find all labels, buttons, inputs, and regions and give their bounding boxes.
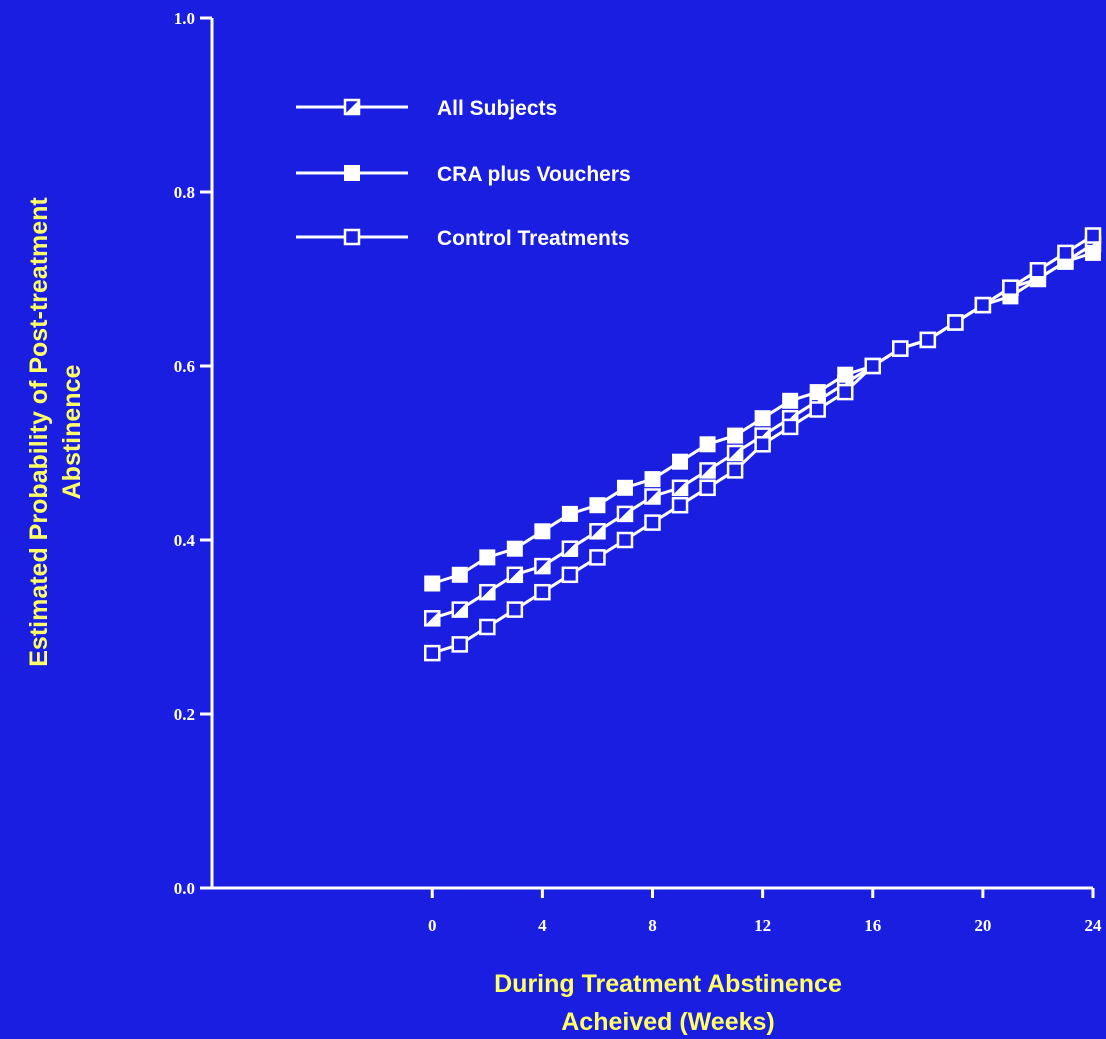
x-tick-label: 16 <box>864 916 881 935</box>
data-point <box>672 453 689 470</box>
data-point <box>837 366 854 383</box>
y-axis-title-line-1: Estimated Probability of Post-treatment <box>25 197 53 667</box>
data-point <box>451 566 468 583</box>
x-axis-title-line-2: Acheived (Weeks) <box>561 1008 775 1036</box>
data-point <box>1084 227 1102 244</box>
legend-marker <box>343 228 361 246</box>
x-axis-ticks: 0 4 8 12 16 20 24 <box>428 888 1102 935</box>
data-point <box>424 610 441 627</box>
data-point <box>726 444 744 462</box>
data-point <box>809 401 826 418</box>
y-axis-ticks: 0.0 0.2 0.4 0.6 0.8 1.0 <box>174 9 212 898</box>
data-point <box>726 462 744 479</box>
data-point <box>589 549 606 566</box>
data-point <box>727 427 744 444</box>
axes <box>210 18 1093 890</box>
legend-item: Control Treatments <box>296 227 630 250</box>
data-point <box>836 383 854 401</box>
x-tick-label: 8 <box>648 916 657 935</box>
data-point <box>919 331 937 349</box>
y-tick-label: 0.4 <box>174 531 196 550</box>
data-point <box>809 384 826 401</box>
legend: All Subjects CRA plus Vouchers Control Tre… <box>296 97 631 250</box>
data-point <box>754 436 771 453</box>
data-point <box>781 418 799 436</box>
y-tick-label: 0.8 <box>174 183 195 202</box>
x-tick-label: 0 <box>428 916 437 935</box>
data-point <box>947 314 964 331</box>
y-tick-label: 1.0 <box>174 9 195 28</box>
y-tick-label: 0.6 <box>174 357 195 376</box>
data-point <box>1002 279 1019 296</box>
legend-label: All Subjects <box>437 97 557 120</box>
series-group <box>424 227 1102 662</box>
data-point <box>424 644 441 662</box>
data-point <box>892 340 909 357</box>
data-point <box>644 488 661 505</box>
data-point <box>451 601 469 618</box>
data-point <box>534 523 551 540</box>
data-point <box>451 636 469 653</box>
legend-item: All Subjects <box>296 97 557 120</box>
data-point <box>616 479 633 496</box>
data-point <box>479 549 496 566</box>
data-point <box>699 436 716 453</box>
data-point <box>506 601 524 618</box>
legend-marker <box>343 98 361 116</box>
data-point <box>974 296 992 314</box>
data-point <box>424 575 441 592</box>
x-tick-label: 12 <box>754 916 771 935</box>
y-tick-label: 0.2 <box>174 705 195 724</box>
x-axis-title-line-1: During Treatment Abstinence <box>494 970 842 998</box>
data-point <box>534 583 551 601</box>
data-point <box>1085 244 1101 261</box>
data-point <box>506 540 523 557</box>
legend-label: Control Treatments <box>437 227 630 250</box>
data-point <box>561 540 579 557</box>
data-point <box>589 497 606 514</box>
data-point <box>561 505 578 522</box>
data-point <box>506 566 524 584</box>
data-point <box>644 471 661 488</box>
data-point <box>616 505 634 523</box>
legend-label: CRA plus Vouchers <box>437 163 631 186</box>
data-point <box>616 531 634 549</box>
data-point <box>699 462 716 479</box>
x-tick-label: 4 <box>538 916 547 935</box>
data-point <box>479 618 496 636</box>
y-tick-label: 0.0 <box>174 879 195 898</box>
data-point <box>1057 244 1074 262</box>
data-point <box>589 523 606 540</box>
x-tick-label: 20 <box>974 916 991 935</box>
data-point <box>699 479 716 497</box>
data-point <box>479 583 496 601</box>
data-point <box>1029 262 1047 279</box>
legend-item: CRA plus Vouchers <box>296 163 631 186</box>
legend-marker <box>344 165 360 181</box>
data-point <box>671 479 689 497</box>
data-point <box>754 410 771 427</box>
x-tick-label: 24 <box>1085 916 1103 935</box>
data-point <box>644 514 661 531</box>
data-point <box>864 357 881 375</box>
data-point <box>561 566 579 584</box>
data-point <box>782 392 799 409</box>
data-point <box>671 496 689 514</box>
data-point <box>534 557 551 575</box>
y-axis-title-line-2: Abstinence <box>58 365 86 500</box>
